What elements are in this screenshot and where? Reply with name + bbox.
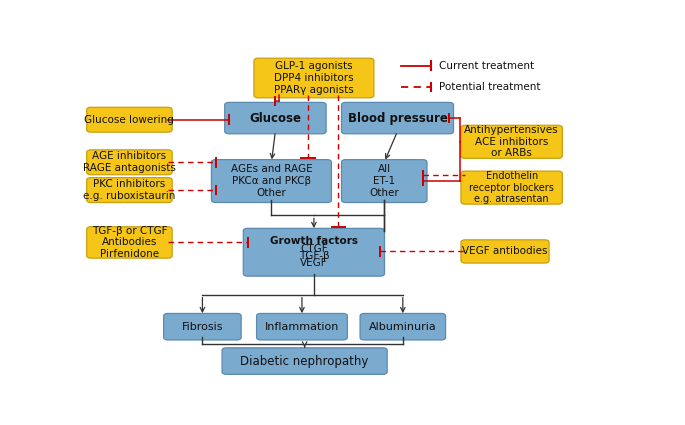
FancyBboxPatch shape: [342, 102, 453, 134]
FancyBboxPatch shape: [212, 160, 332, 203]
FancyBboxPatch shape: [342, 160, 427, 203]
Text: Potential treatment: Potential treatment: [438, 82, 540, 92]
Text: Current treatment: Current treatment: [438, 61, 534, 71]
FancyBboxPatch shape: [87, 178, 172, 203]
FancyBboxPatch shape: [254, 58, 374, 98]
Text: Growth factors: Growth factors: [270, 236, 358, 246]
FancyBboxPatch shape: [87, 107, 172, 132]
Text: Glucose lowering: Glucose lowering: [84, 115, 175, 125]
FancyBboxPatch shape: [461, 171, 562, 204]
FancyBboxPatch shape: [225, 102, 326, 134]
Text: VEGF: VEGF: [300, 258, 327, 268]
FancyBboxPatch shape: [87, 227, 172, 258]
Text: Albuminuria: Albuminuria: [369, 322, 437, 332]
Text: AII
ET-1
Other: AII ET-1 Other: [369, 164, 399, 198]
Text: VEGF antibodies: VEGF antibodies: [462, 246, 548, 256]
Text: Inflammation: Inflammation: [265, 322, 339, 332]
Text: TGF-β: TGF-β: [299, 251, 329, 261]
Text: Endothelin
receptor blockers
e.g. atrasentan: Endothelin receptor blockers e.g. atrase…: [469, 171, 554, 204]
Text: PKC inhibitors
e.g. ruboxistaurin: PKC inhibitors e.g. ruboxistaurin: [84, 179, 175, 201]
Text: Blood pressure: Blood pressure: [347, 112, 447, 125]
FancyBboxPatch shape: [257, 314, 347, 340]
Text: AGEs and RAGE
PKCα and PKCβ
Other: AGEs and RAGE PKCα and PKCβ Other: [231, 164, 312, 198]
Text: GLP-1 agonists
DPP4 inhibitors
PPARγ agonists: GLP-1 agonists DPP4 inhibitors PPARγ ago…: [274, 61, 353, 95]
FancyBboxPatch shape: [360, 314, 445, 340]
FancyBboxPatch shape: [243, 228, 384, 276]
FancyBboxPatch shape: [461, 240, 549, 263]
FancyBboxPatch shape: [87, 150, 172, 175]
Text: Antihypertensives
ACE inhibitors
or ARBs: Antihypertensives ACE inhibitors or ARBs: [464, 125, 559, 159]
Text: Glucose: Glucose: [249, 112, 301, 125]
FancyBboxPatch shape: [164, 314, 241, 340]
Text: CTGF: CTGF: [300, 244, 327, 254]
Text: Fibrosis: Fibrosis: [182, 322, 223, 332]
Text: AGE inhibitors
RAGE antagonists: AGE inhibitors RAGE antagonists: [83, 151, 176, 173]
Text: TGF-β or CTGF
Antibodies
Pirfenidone: TGF-β or CTGF Antibodies Pirfenidone: [92, 226, 167, 259]
FancyBboxPatch shape: [222, 348, 387, 374]
Text: Diabetic nephropathy: Diabetic nephropathy: [240, 354, 369, 368]
FancyBboxPatch shape: [461, 125, 562, 159]
